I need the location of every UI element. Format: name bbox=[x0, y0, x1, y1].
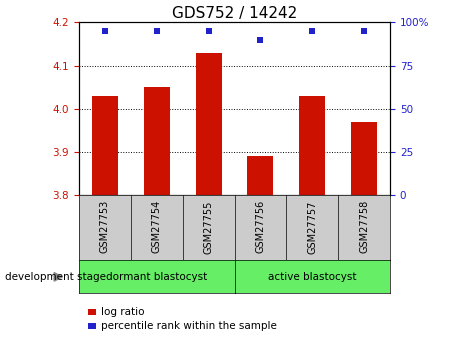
Text: GSM27754: GSM27754 bbox=[152, 200, 162, 254]
Text: GSM27757: GSM27757 bbox=[307, 200, 318, 254]
Text: development stage: development stage bbox=[5, 272, 106, 282]
Point bbox=[308, 28, 316, 34]
Point bbox=[257, 37, 264, 42]
Point bbox=[101, 28, 108, 34]
Text: dormant blastocyst: dormant blastocyst bbox=[106, 272, 207, 282]
Text: percentile rank within the sample: percentile rank within the sample bbox=[101, 321, 276, 331]
Point bbox=[361, 28, 368, 34]
Title: GDS752 / 14242: GDS752 / 14242 bbox=[172, 6, 297, 21]
Bar bbox=[144, 87, 170, 195]
Bar bbox=[351, 121, 377, 195]
Text: GSM27755: GSM27755 bbox=[203, 200, 214, 254]
Text: log ratio: log ratio bbox=[101, 307, 144, 317]
Bar bbox=[196, 52, 221, 195]
Text: GSM27758: GSM27758 bbox=[359, 200, 369, 254]
Text: GSM27756: GSM27756 bbox=[255, 200, 266, 254]
Point bbox=[205, 28, 212, 34]
Text: active blastocyst: active blastocyst bbox=[268, 272, 357, 282]
Bar bbox=[299, 96, 325, 195]
Point bbox=[153, 28, 160, 34]
Text: GSM27753: GSM27753 bbox=[100, 200, 110, 254]
Bar bbox=[248, 156, 273, 195]
Bar bbox=[92, 96, 118, 195]
